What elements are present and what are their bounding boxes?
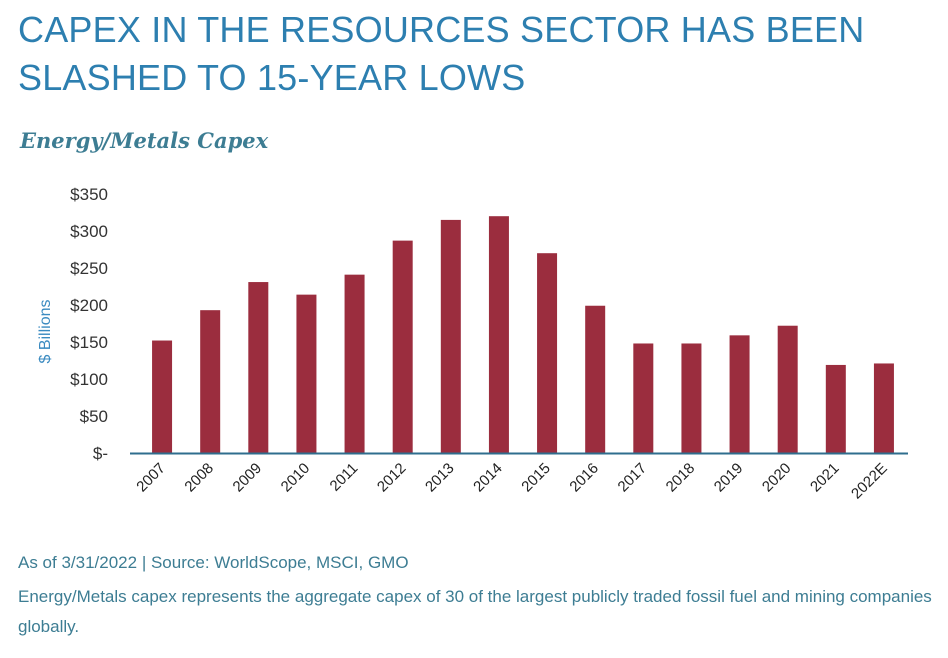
description-note: Energy/Metals capex represents the aggre… (18, 587, 932, 636)
bar-2015 (537, 253, 558, 453)
x-tick-label: 2011 (327, 460, 362, 495)
y-tick-label: $50 (80, 407, 108, 426)
x-tick-label: 2009 (230, 460, 266, 496)
bar-2017 (633, 343, 654, 453)
x-tick-label: 2010 (278, 460, 314, 496)
x-tick-label: 2015 (518, 460, 554, 496)
x-tick-label: 2008 (181, 460, 217, 496)
bar-2022E (873, 363, 894, 453)
y-tick-label: $200 (70, 296, 108, 315)
bar-2016 (585, 305, 606, 453)
bar-2009 (248, 282, 269, 453)
x-axis: 2007 2008 2009 2010 2011 2012 2013 2014 2015 2016… (130, 452, 908, 503)
y-tick-label: $150 (70, 333, 108, 352)
bars (152, 216, 894, 453)
bar-2008 (200, 310, 221, 453)
bar-chart: $350$300$250$200$150$100$50$- 2007 2008 20… (37, 185, 908, 503)
y-tick-label: $- (93, 444, 108, 463)
bar-2014 (488, 216, 509, 453)
x-tick-label: 2021 (807, 460, 843, 496)
y-tick-label: $100 (70, 370, 108, 389)
y-axis: $350 $300 $250 $200 $150 $100 $50 $- (70, 185, 108, 463)
x-tick-label: 2018 (663, 460, 699, 496)
headline: CAPEX IN THE RESOURCES SECTOR HAS BEEN S… (18, 6, 938, 102)
y-tick-label: $300 (70, 222, 108, 241)
x-tick-label: 2019 (711, 460, 747, 496)
x-tick-label: 2022E (848, 460, 891, 503)
source-note: As of 3/31/2022 | Source: WorldScope, MS… (18, 553, 409, 572)
bar-2007 (152, 340, 173, 453)
bar-2020 (777, 325, 798, 453)
bar-2012 (392, 240, 413, 453)
headline-line-1: CAPEX IN THE RESOURCES SECTOR HAS BEEN (18, 9, 865, 50)
bar-2018 (681, 343, 702, 453)
bar-2021 (825, 364, 846, 453)
y-tick-label: $350 (70, 185, 108, 204)
headline-line-2: SLASHED TO 15-YEAR LOWS (18, 57, 526, 98)
bar-2011 (344, 274, 365, 453)
bar-2013 (440, 219, 461, 453)
y-axis-label: $ Billions (37, 299, 54, 363)
x-tick-label: 2012 (374, 460, 410, 496)
x-tick-label: 2020 (759, 460, 795, 496)
y-tick-label: $250 (70, 259, 108, 278)
x-tick-label: 2013 (422, 460, 458, 496)
bar-2010 (296, 294, 317, 453)
chart-title: Energy/Metals Capex (20, 128, 269, 153)
bar-2019 (729, 335, 750, 453)
x-tick-label: 2014 (470, 460, 506, 496)
x-tick-label: 2007 (133, 460, 169, 496)
x-tick-label: 2016 (566, 460, 602, 496)
x-tick-label: 2017 (615, 460, 651, 496)
